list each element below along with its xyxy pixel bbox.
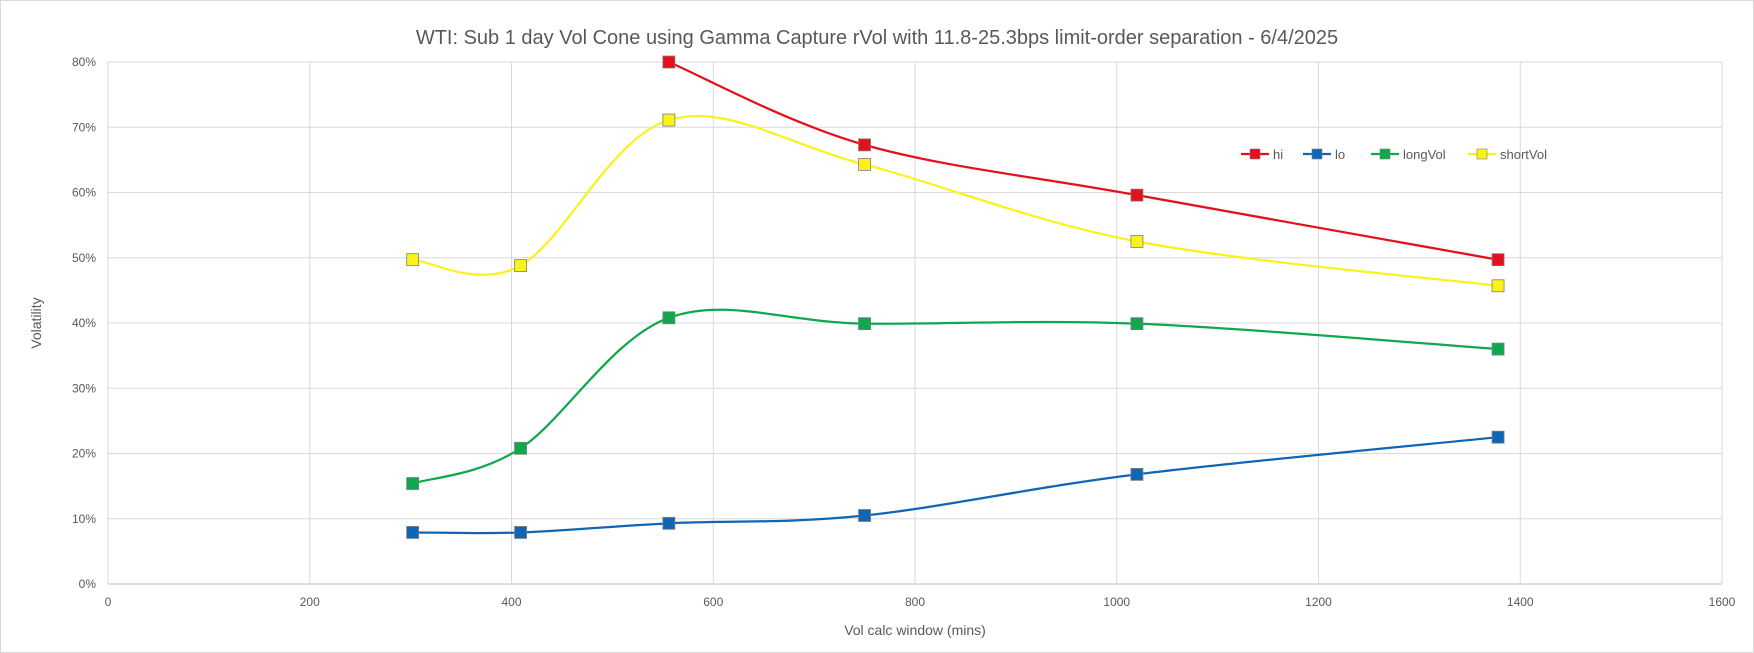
x-tick-label: 0 <box>105 595 112 609</box>
x-tick-label: 400 <box>501 595 521 609</box>
data-point-hi <box>662 55 676 69</box>
data-point-lo <box>858 509 871 522</box>
data-point-lo <box>514 526 527 539</box>
legend-label-shortVol: shortVol <box>1500 147 1547 162</box>
x-tick-label: 1600 <box>1709 595 1736 609</box>
legend: hi lo longVol shortVol <box>1241 147 1547 162</box>
data-point-longVol <box>406 477 420 490</box>
data-point-shortVol <box>858 158 871 171</box>
data-point-shortVol <box>1491 279 1505 293</box>
data-point-hi <box>1491 253 1505 267</box>
x-tick-label: 1400 <box>1507 595 1534 609</box>
x-tick-label: 200 <box>300 595 320 609</box>
data-point-lo <box>1130 467 1144 481</box>
legend-label-lo: lo <box>1335 147 1345 162</box>
y-tick-label: 70% <box>72 120 96 134</box>
data-point-longVol <box>1491 342 1505 356</box>
series-line-longVol <box>412 308 1499 485</box>
y-tick-label: 50% <box>72 251 96 265</box>
y-axis-title: Volatility <box>28 297 44 348</box>
legend-marker-hi <box>1249 148 1261 160</box>
x-tick-label: 1000 <box>1103 595 1130 609</box>
x-tick-label: 800 <box>905 595 925 609</box>
series-line-hi <box>668 60 1499 261</box>
y-tick-label: 40% <box>72 316 96 330</box>
y-tick-label: 20% <box>72 447 96 461</box>
legend-label-hi: hi <box>1273 147 1283 162</box>
data-point-hi <box>858 138 871 152</box>
data-point-longVol <box>662 311 676 325</box>
y-tick-label: 10% <box>72 512 96 526</box>
data-point-lo <box>406 526 420 539</box>
legend-label-longVol: longVol <box>1403 147 1446 162</box>
y-tick-label: 60% <box>72 186 96 200</box>
x-tick-label: 1200 <box>1305 595 1332 609</box>
data-point-shortVol <box>1130 235 1144 248</box>
axes: 0% 10% 20% 30% 40% 50% 60% 70% 80% 0 200 400 600 800 1… <box>72 55 1736 609</box>
chart-title: WTI: Sub 1 day Vol Cone using Gamma Capt… <box>415 27 1339 49</box>
legend-marker-shortVol <box>1476 148 1488 160</box>
data-point-longVol <box>514 441 527 455</box>
data-point-lo <box>1491 430 1505 444</box>
y-tick-label: 30% <box>72 381 96 395</box>
x-tick-label: 600 <box>703 595 723 609</box>
y-tick-label: 0% <box>79 577 97 591</box>
data-point-longVol <box>858 317 871 331</box>
data-point-hi <box>1130 188 1144 202</box>
series-group <box>406 55 1505 539</box>
x-axis-title: Vol calc window (mins) <box>844 622 986 638</box>
data-point-shortVol <box>662 113 676 127</box>
gridlines <box>107 61 1723 585</box>
data-point-shortVol <box>514 259 527 272</box>
data-point-shortVol <box>406 253 420 267</box>
series-line-shortVol <box>412 115 1499 287</box>
legend-marker-lo <box>1311 148 1323 160</box>
data-point-longVol <box>1130 317 1144 331</box>
y-tick-label: 80% <box>72 55 96 69</box>
data-point-lo <box>662 516 676 530</box>
legend-marker-longVol <box>1379 148 1391 160</box>
